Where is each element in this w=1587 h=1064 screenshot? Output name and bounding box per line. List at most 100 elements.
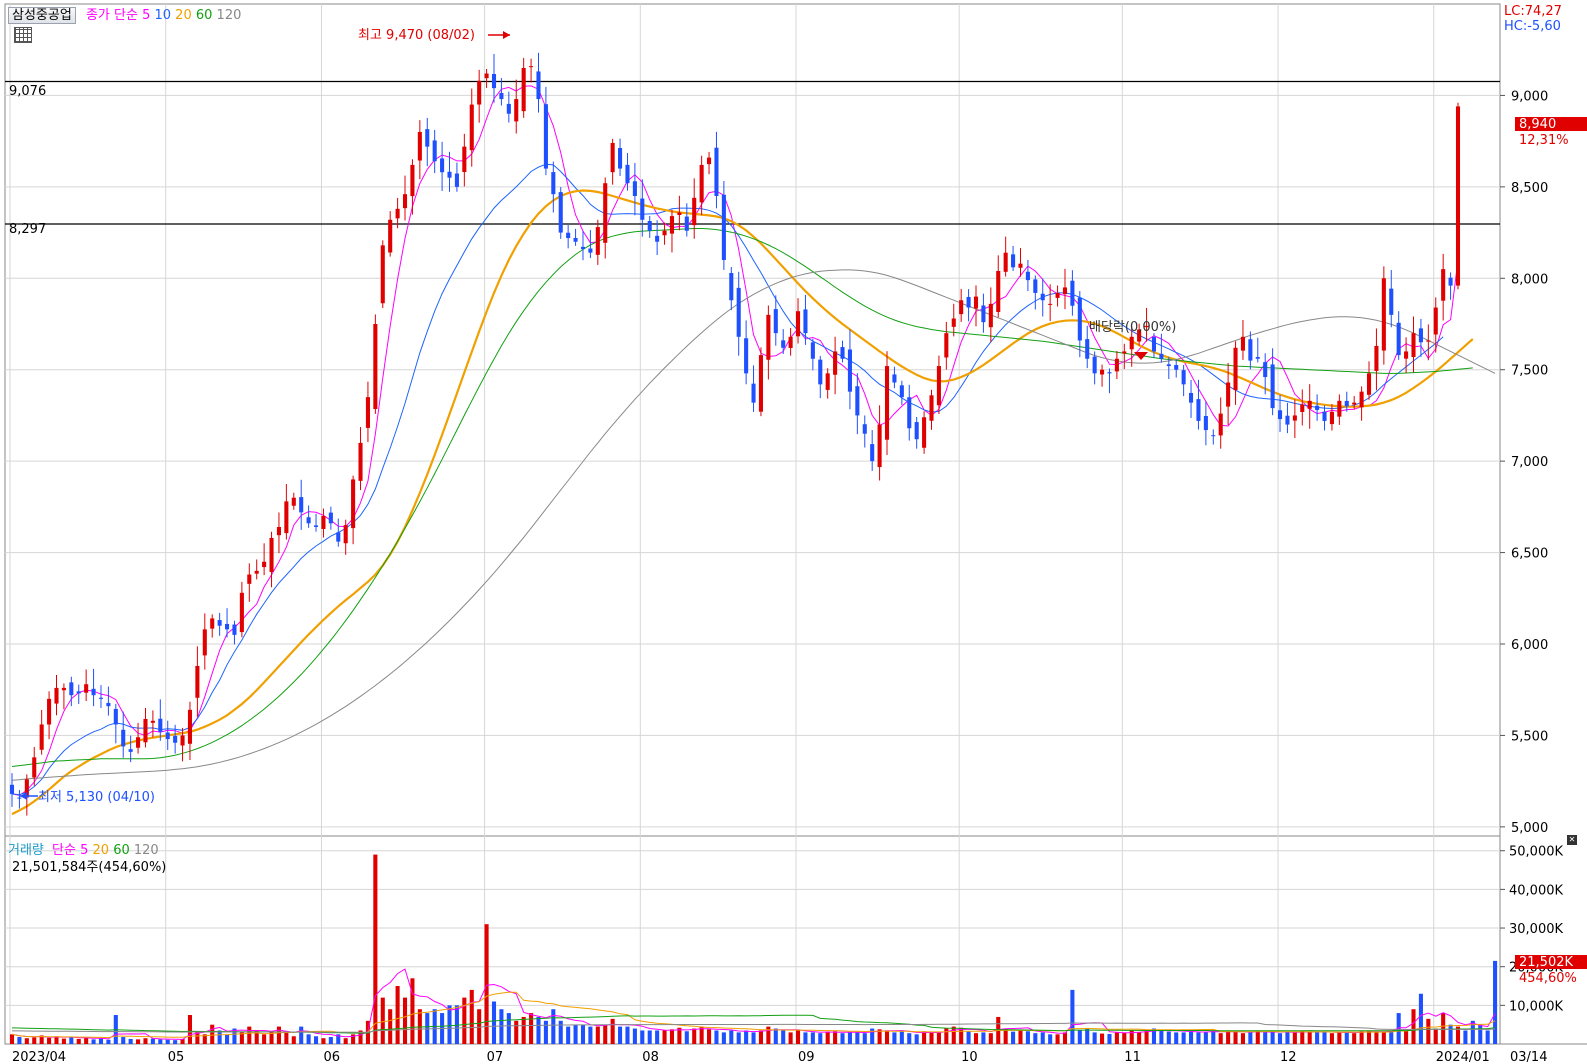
candle: [1352, 396, 1357, 410]
volume-bar: [469, 989, 474, 1044]
candle: [165, 720, 170, 750]
volume-bar: [788, 1032, 793, 1044]
candle-body: [640, 198, 645, 220]
candle: [788, 328, 793, 356]
volume-bar: [929, 1031, 934, 1044]
volume-bar: [173, 1040, 178, 1044]
candle: [551, 161, 556, 213]
volume-bar: [276, 1026, 281, 1044]
candle-body: [232, 624, 237, 635]
candle: [1003, 236, 1008, 277]
candle: [54, 675, 59, 716]
volume-bar: [870, 1028, 875, 1044]
candle-body: [254, 570, 259, 574]
candle-body: [1085, 339, 1090, 359]
volume-bar: [1107, 1033, 1112, 1044]
ma-line-60: [11, 228, 1473, 767]
candle: [1263, 353, 1268, 395]
candle: [136, 722, 141, 754]
candle-body: [736, 287, 741, 337]
candle-body: [1337, 400, 1342, 417]
price-tick-label: 6,500: [1511, 547, 1548, 562]
candle-body: [24, 779, 29, 798]
volume-tick-label: 40,000K: [1509, 883, 1563, 898]
candle-body: [1166, 364, 1171, 367]
volume-bar: [936, 1032, 941, 1044]
volume-bar: [1211, 1030, 1216, 1044]
volume-bar: [862, 1033, 867, 1044]
candle-body: [269, 537, 274, 572]
candle: [1218, 397, 1223, 449]
candle-body: [818, 359, 823, 385]
candle: [870, 430, 875, 471]
volume-bar: [158, 1039, 163, 1044]
price-axis: 5,000 5,500 6,000 6,500 7,000 7,500 8,000 8,500…: [1500, 89, 1548, 836]
candle-body: [284, 501, 289, 534]
volume-bar: [336, 1034, 341, 1044]
ma-period-5: 5: [142, 8, 151, 23]
candle: [662, 222, 667, 245]
dividend-marker: 배당락(0,00%): [1089, 320, 1176, 360]
grid-table-icon[interactable]: [14, 27, 32, 43]
volume-tag-change: 454,60%: [1519, 971, 1577, 986]
candle-body: [1396, 322, 1401, 356]
candle: [1277, 395, 1283, 432]
volume-bar: [536, 1016, 541, 1044]
volume-bar: [1307, 1031, 1312, 1044]
volume-bar: [922, 1031, 927, 1044]
candlesticks: [9, 52, 1461, 816]
volume-bar: [195, 1032, 200, 1044]
candle: [988, 287, 993, 343]
candle: [580, 230, 586, 261]
date-tick-label-last: 03/14: [1510, 1050, 1547, 1064]
volume-bar: [239, 1032, 244, 1044]
volume-bar: [677, 1027, 682, 1044]
candle-body: [47, 698, 52, 725]
volume-bar: [39, 1035, 44, 1044]
volume-bar: [121, 1037, 126, 1044]
candle-body: [840, 347, 845, 359]
volume-bar: [966, 1031, 971, 1044]
candle: [447, 151, 452, 192]
candle-body: [1448, 277, 1453, 286]
candle-body: [1040, 293, 1045, 301]
volume-bar: [662, 1030, 667, 1044]
candle-body: [973, 296, 979, 309]
volume-bar: [588, 1026, 593, 1044]
candle-body: [1292, 415, 1297, 421]
candle-body: [454, 173, 459, 187]
candle: [966, 289, 971, 322]
volume-bar: [580, 1024, 586, 1044]
volume-bar: [751, 1032, 756, 1044]
candle-body: [1426, 340, 1431, 342]
candle: [98, 685, 104, 708]
candle: [766, 305, 771, 380]
candle: [84, 669, 89, 702]
candle: [351, 475, 356, 545]
volume-bar: [1493, 960, 1498, 1044]
candle: [558, 187, 563, 239]
arrow-down-icon: [1134, 352, 1148, 360]
candle-body: [210, 618, 215, 629]
candle-body: [751, 383, 756, 403]
candle-body: [1137, 329, 1142, 342]
candle-body: [573, 237, 578, 242]
candle: [810, 338, 815, 371]
candle: [1315, 394, 1320, 421]
candle-body: [1433, 307, 1438, 335]
candle: [981, 293, 986, 333]
candle-body: [996, 270, 1001, 312]
close-icon[interactable]: ✕: [1567, 835, 1577, 845]
stock-title[interactable]: 삼성중공업: [8, 7, 76, 24]
candle: [959, 288, 964, 322]
candle: [781, 329, 786, 355]
ma-label: 종가 단순: [85, 8, 138, 23]
volume-bar: [655, 1030, 660, 1044]
candle-body: [884, 366, 890, 440]
candle: [944, 321, 949, 370]
volume-bar: [610, 1018, 615, 1044]
volume-bar: [32, 1037, 37, 1044]
candle-body: [1366, 373, 1372, 395]
volume-bar: [1033, 1033, 1038, 1044]
